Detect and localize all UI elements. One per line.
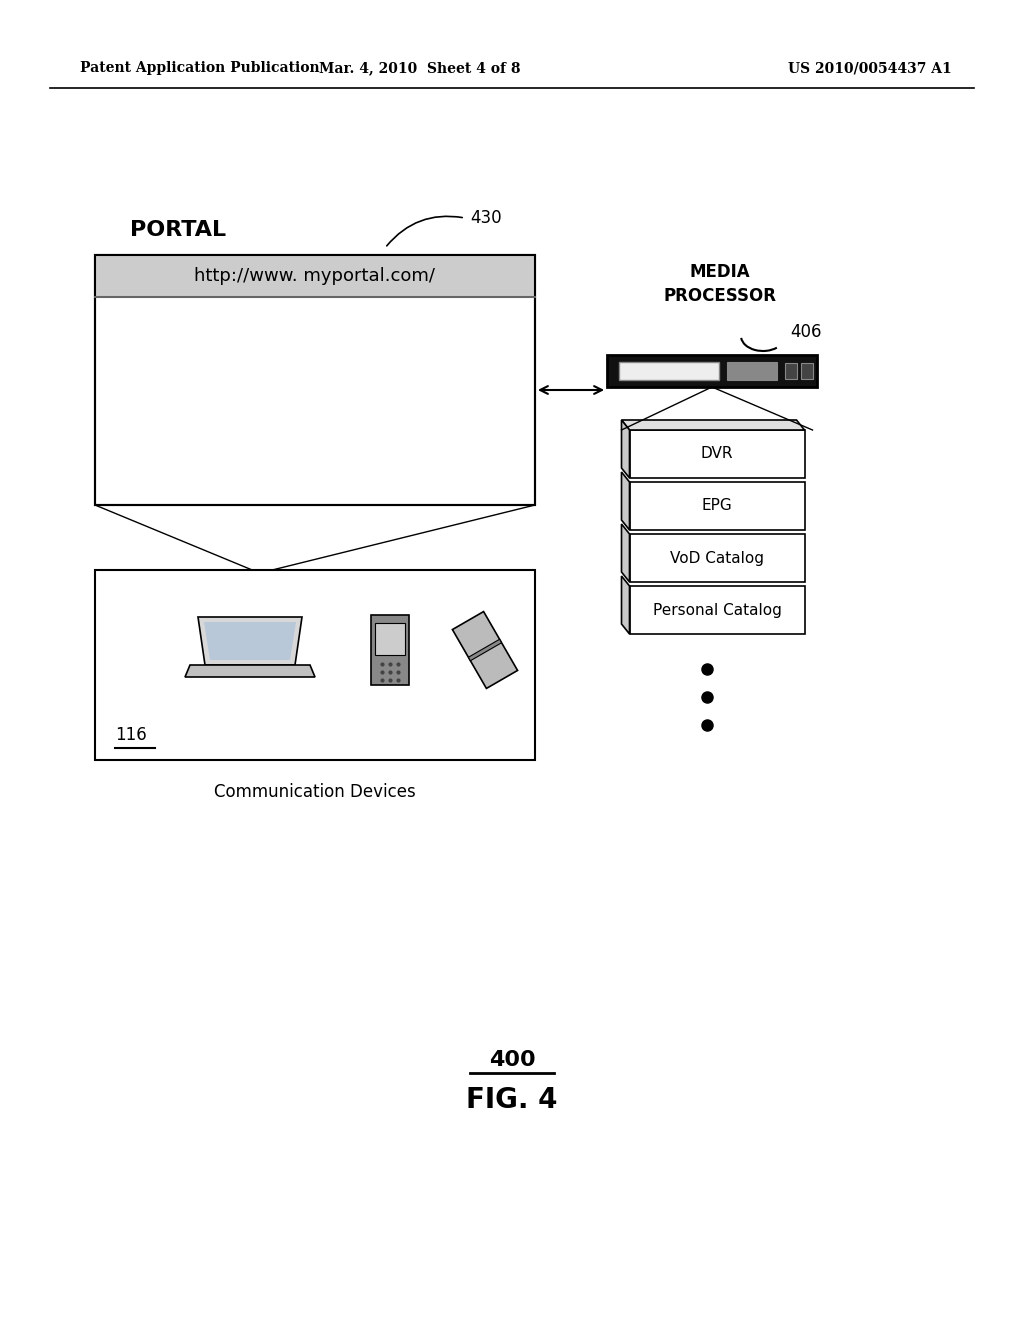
Text: US 2010/0054437 A1: US 2010/0054437 A1: [788, 61, 952, 75]
Text: 430: 430: [470, 209, 502, 227]
Text: MEDIA: MEDIA: [690, 263, 751, 281]
Text: EPG: EPG: [701, 499, 732, 513]
Polygon shape: [204, 622, 296, 660]
Polygon shape: [453, 611, 517, 689]
Bar: [618, 362, 719, 380]
Text: PORTAL: PORTAL: [130, 220, 226, 240]
Text: Communication Devices: Communication Devices: [214, 783, 416, 801]
Bar: [375, 623, 406, 655]
Polygon shape: [630, 535, 805, 582]
Bar: [727, 362, 777, 380]
Polygon shape: [622, 420, 805, 430]
Polygon shape: [468, 639, 502, 661]
Bar: [95, 255, 535, 506]
Text: 406: 406: [790, 323, 821, 341]
Text: 116: 116: [115, 726, 146, 744]
Text: Patent Application Publication: Patent Application Publication: [80, 61, 319, 75]
Bar: [95, 255, 535, 506]
Text: FIG. 4: FIG. 4: [466, 1086, 558, 1114]
Bar: [801, 363, 813, 379]
Polygon shape: [630, 482, 805, 531]
Text: 400: 400: [488, 1049, 536, 1071]
Text: VoD Catalog: VoD Catalog: [670, 550, 764, 565]
Polygon shape: [630, 586, 805, 634]
Bar: [785, 363, 797, 379]
Bar: [371, 615, 409, 685]
Polygon shape: [630, 430, 805, 478]
Bar: [607, 355, 817, 387]
Polygon shape: [198, 616, 302, 665]
Polygon shape: [622, 473, 630, 531]
Text: PROCESSOR: PROCESSOR: [664, 286, 776, 305]
Bar: [95, 570, 535, 760]
Text: DVR: DVR: [700, 446, 733, 462]
Polygon shape: [622, 576, 630, 634]
Text: Personal Catalog: Personal Catalog: [652, 602, 781, 618]
Polygon shape: [185, 665, 315, 677]
Text: http://www. myportal.com/: http://www. myportal.com/: [195, 267, 435, 285]
Polygon shape: [622, 420, 630, 478]
Text: Mar. 4, 2010  Sheet 4 of 8: Mar. 4, 2010 Sheet 4 of 8: [319, 61, 521, 75]
Polygon shape: [622, 524, 630, 582]
Bar: [95, 255, 535, 297]
